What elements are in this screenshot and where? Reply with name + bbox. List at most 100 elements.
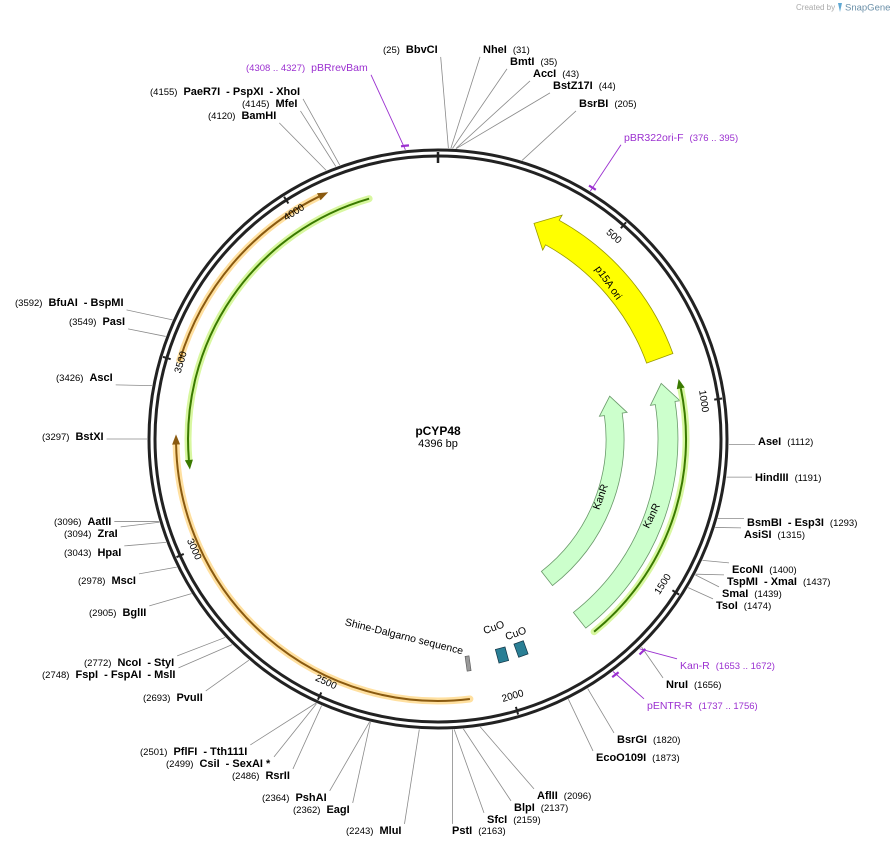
enzyme-label: BstZ17I (44) — [553, 80, 616, 92]
enzyme-label-part: AflII — [537, 790, 558, 802]
enzyme-label: (3297) BstXI — [42, 431, 104, 443]
enzyme-label-part: ZraI — [97, 528, 117, 540]
feature-line — [593, 388, 688, 633]
connector — [440, 56, 449, 149]
plasmid-length: 4396 bp — [418, 438, 458, 450]
primer-label: (4308 .. 4327) pBRrevBam — [246, 62, 368, 74]
enzyme-label-part: PaeR7I — [183, 86, 220, 98]
enzyme-label-part: - Tth111I — [203, 746, 247, 758]
enzyme-label-part: (2243) — [346, 826, 373, 837]
connector — [641, 646, 664, 679]
enzyme-label-part: (1820) — [653, 735, 680, 746]
enzyme-label: AccI (43) — [533, 68, 579, 80]
enzyme-label-part: BfuAI — [48, 297, 77, 309]
enzyme-label-part: PvuII — [176, 692, 202, 704]
enzyme-label-part: AsiSI — [744, 529, 772, 541]
enzyme-label: HindIII (1191) — [755, 472, 821, 484]
shine-dalgarno-site — [464, 655, 472, 672]
enzyme-label: (2978) MscI — [78, 575, 136, 587]
primer-label: pBR322ori-F (376 .. 395) — [624, 132, 738, 144]
feature-arrow — [572, 382, 681, 629]
primer-label-part: (1737 .. 1756) — [699, 701, 758, 712]
enzyme-label-part: AccI — [533, 68, 556, 80]
tick-mark — [162, 355, 171, 361]
enzyme-label-part: HindIII — [755, 472, 789, 484]
plasmid-name: pCYP48 — [415, 424, 461, 438]
enzyme-label-part: (2748) — [42, 670, 69, 681]
enzyme-label-part: BlpI — [514, 802, 535, 814]
connector — [568, 698, 594, 752]
primer-label-part: pBR322ori-F — [624, 132, 684, 144]
enzyme-label-part: - StyI — [147, 657, 174, 669]
enzyme-label-part: (43) — [562, 69, 579, 80]
enzyme-label-part: (1656) — [694, 680, 721, 691]
enzyme-label: SfcI (2159) — [487, 814, 541, 826]
enzyme-label-part: MluI — [379, 825, 401, 837]
enzyme-label-part: (1437) — [803, 577, 830, 588]
enzyme-label-part: AscI — [89, 372, 112, 384]
tick-mark — [714, 397, 723, 401]
enzyme-label-part: (4145) — [242, 99, 269, 110]
enzyme-label-part: (44) — [599, 81, 616, 92]
enzyme-label-part: (1112) — [787, 437, 813, 448]
enzyme-label-part: (1873) — [652, 753, 679, 764]
enzyme-label: (4120) BamHI — [208, 110, 276, 122]
tick-label: 1000 — [696, 389, 710, 413]
enzyme-label: (2243) MluI — [346, 825, 401, 837]
enzyme-label-part: HpaI — [97, 547, 121, 559]
enzyme-label-part: (2159) — [513, 815, 540, 826]
enzyme-label-part: (1293) — [830, 518, 857, 529]
enzyme-label: (2905) BglII — [89, 607, 146, 619]
enzyme-label: (2772) NcoI - StyI — [84, 657, 174, 669]
enzyme-label-part: FspI — [75, 669, 98, 681]
connector — [279, 122, 327, 171]
connector — [205, 659, 250, 692]
enzyme-label-part: NcoI — [117, 657, 141, 669]
cuo-site — [513, 640, 529, 658]
connector — [463, 728, 512, 802]
tick-label: 3500 — [173, 350, 190, 375]
connector — [589, 144, 622, 192]
site-label: CuO — [482, 618, 506, 637]
enzyme-label-part: PshAI — [295, 792, 326, 804]
connector — [453, 729, 485, 814]
connector — [120, 521, 160, 528]
connector — [404, 729, 420, 824]
enzyme-label: BsrGI (1820) — [617, 734, 680, 746]
enzyme-label-part: BstZ17I — [553, 80, 593, 92]
connector — [126, 309, 173, 321]
enzyme-label: TspMI - XmaI (1437) — [727, 576, 830, 588]
connector — [456, 92, 551, 149]
feature-highlight — [172, 441, 474, 705]
enzyme-label-part: TsoI — [716, 600, 738, 612]
enzyme-label: EcoNI (1400) — [732, 564, 797, 576]
tick-label: 500 — [604, 227, 624, 247]
enzyme-label: (3426) AscI — [56, 372, 113, 384]
connector — [177, 637, 226, 657]
primer-label-part: pBRrevBam — [311, 62, 368, 74]
enzyme-label: (2362) EagI — [293, 804, 350, 816]
connector — [128, 328, 166, 337]
enzyme-label-part: (1474) — [744, 601, 771, 612]
connector — [450, 56, 481, 149]
site-label: CuO — [504, 624, 528, 643]
enzyme-label-part: - MslI — [147, 669, 175, 681]
feature-head — [317, 192, 329, 201]
enzyme-label-part: BglII — [122, 607, 146, 619]
feature-head — [676, 379, 685, 390]
enzyme-label-part: PstI — [452, 825, 472, 837]
connector — [115, 384, 152, 387]
enzyme-label-part: BbvCI — [406, 44, 438, 56]
connector — [452, 68, 508, 149]
enzyme-label-part: EagI — [326, 804, 349, 816]
enzyme-label: (3094) ZraI — [64, 528, 118, 540]
enzyme-label: (3592) BfuAI - BspMI — [15, 297, 124, 309]
enzyme-label-part: (2772) — [84, 658, 111, 669]
enzyme-label-part: BsmBI — [747, 517, 782, 529]
credit: Created by — [796, 3, 835, 12]
feature-line — [175, 444, 471, 702]
enzyme-label-part: NheI — [483, 44, 507, 56]
enzyme-label: NheI (31) — [483, 44, 530, 56]
enzyme-label: (2486) RsrII — [232, 770, 290, 782]
